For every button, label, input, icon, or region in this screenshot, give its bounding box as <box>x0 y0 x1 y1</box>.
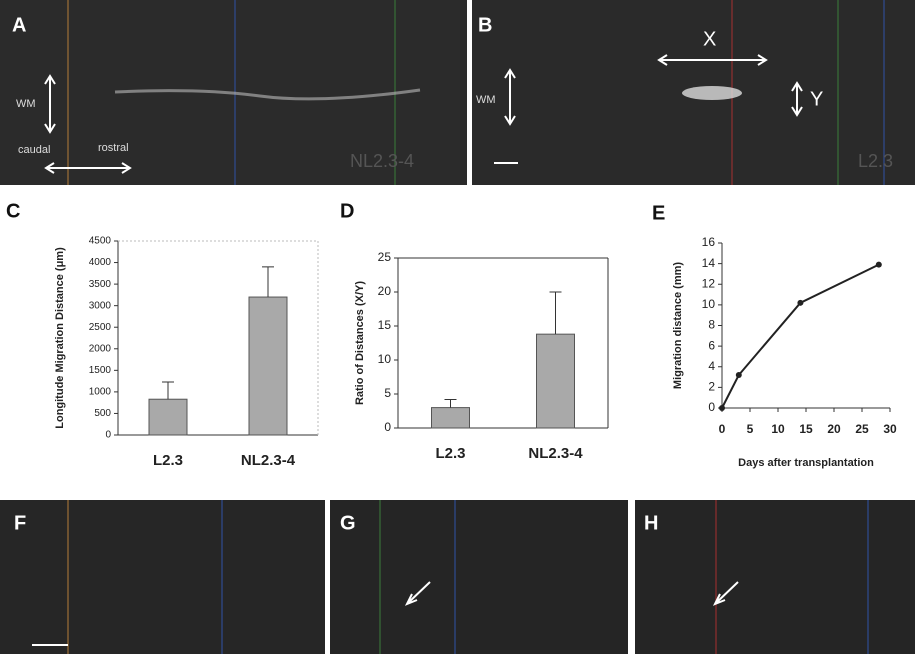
axis-marker: Y <box>810 88 823 110</box>
bar <box>249 297 287 435</box>
panel-label: D <box>340 200 354 222</box>
y-tick-label: 4 <box>708 359 715 373</box>
y-tick-label: 15 <box>378 318 392 332</box>
y-tick-label: 20 <box>378 284 392 298</box>
image-h <box>635 500 915 654</box>
x-tick-label: 0 <box>719 422 726 436</box>
y-tick-label: 4000 <box>89 257 112 268</box>
x-tick-label: NL2.3-4 <box>528 445 583 462</box>
y-tick-label: 16 <box>702 235 716 249</box>
y-axis-label: Longitude Migration Distance (μm) <box>54 247 66 429</box>
region-label: WM <box>476 94 496 106</box>
x-axis-label: Days after transplantation <box>738 457 874 469</box>
panel-label: H <box>644 512 658 534</box>
y-tick-label: 10 <box>702 297 716 311</box>
image-g <box>330 500 628 654</box>
bar <box>149 399 187 435</box>
y-tick-label: 2000 <box>89 343 112 354</box>
y-tick-label: 3000 <box>89 300 112 311</box>
x-tick-label: NL2.3-4 <box>241 452 296 469</box>
x-tick-label: 30 <box>883 422 897 436</box>
image-f <box>0 500 325 654</box>
y-tick-label: 3500 <box>89 279 112 290</box>
y-tick-label: 1000 <box>89 387 112 398</box>
y-tick-label: 2500 <box>89 322 112 333</box>
y-tick-label: 0 <box>384 420 391 434</box>
x-tick-label: 25 <box>855 422 869 436</box>
y-tick-label: 4500 <box>89 236 112 247</box>
point <box>876 262 882 268</box>
panel-label: C <box>6 200 20 222</box>
direction-label: rostral <box>98 142 129 154</box>
panel-label: B <box>478 14 492 36</box>
y-tick-label: 25 <box>378 250 392 264</box>
x-tick-label: 10 <box>771 422 785 436</box>
x-tick-label: L2.3 <box>153 452 183 469</box>
bar <box>537 334 575 428</box>
panel-label: E <box>652 202 665 224</box>
y-axis-label: Migration distance (mm) <box>672 262 684 389</box>
x-tick-label: 5 <box>747 422 754 436</box>
y-tick-label: 0 <box>105 430 111 441</box>
y-tick-label: 500 <box>94 408 111 419</box>
panel-label: F <box>14 512 26 534</box>
sample-tag: L2.3 <box>858 151 893 171</box>
cell-cluster <box>682 86 742 100</box>
y-tick-label: 1500 <box>89 365 112 376</box>
y-tick-label: 0 <box>708 400 715 414</box>
point <box>797 300 803 306</box>
y-tick-label: 10 <box>378 352 392 366</box>
y-axis-label: Ratio of Distances (X/Y) <box>354 281 366 405</box>
panel-label: A <box>12 14 26 36</box>
y-tick-label: 14 <box>702 256 716 270</box>
panel-label: G <box>340 512 356 534</box>
x-tick-label: 20 <box>827 422 841 436</box>
y-tick-label: 8 <box>708 318 715 332</box>
axis-marker: X <box>703 28 716 50</box>
direction-label: caudal <box>18 144 50 156</box>
y-tick-label: 2 <box>708 380 715 394</box>
point <box>736 372 742 378</box>
sample-tag: NL2.3-4 <box>350 151 414 171</box>
point <box>719 405 725 411</box>
y-tick-label: 6 <box>708 338 715 352</box>
y-tick-label: 12 <box>702 276 716 290</box>
y-tick-label: 5 <box>384 386 391 400</box>
x-tick-label: 15 <box>799 422 813 436</box>
bar <box>432 408 470 428</box>
x-tick-label: L2.3 <box>435 445 465 462</box>
region-label: WM <box>16 98 36 110</box>
page: A WM caudal rostral NL2.3-4 B X Y WM L2.… <box>0 0 915 659</box>
figure: A WM caudal rostral NL2.3-4 B X Y WM L2.… <box>0 0 915 654</box>
